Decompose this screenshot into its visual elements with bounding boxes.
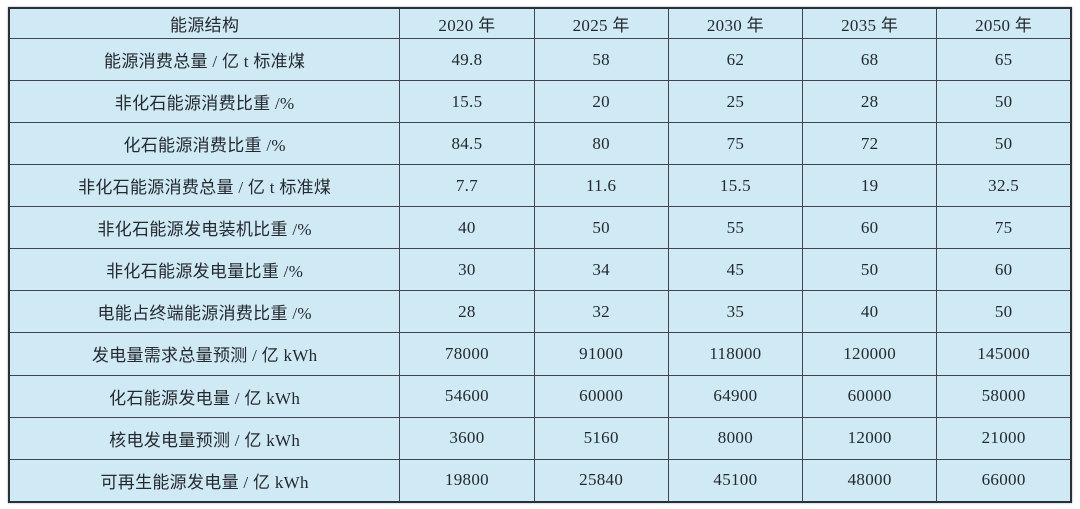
value-cell: 68 xyxy=(802,37,938,82)
value-cell: 12000 xyxy=(802,416,938,460)
value-cell: 25 xyxy=(667,80,804,124)
value-cell: 80 xyxy=(533,122,669,166)
row-label: 非化石能源发电装机比重 /% xyxy=(8,206,401,250)
row-label: 化石能源发电量 / 亿 kWh xyxy=(8,374,401,418)
row-label: 可再生能源发电量 / 亿 kWh xyxy=(8,458,401,503)
value-cell: 120000 xyxy=(802,332,938,376)
value-cell: 40 xyxy=(399,206,535,250)
value-cell: 40 xyxy=(802,290,938,334)
value-cell: 75 xyxy=(667,122,804,166)
value-cell: 34 xyxy=(533,248,669,292)
year-header: 2025 年 xyxy=(533,7,669,39)
table-row: 非化石能源发电装机比重 /% 40 50 55 60 75 xyxy=(8,206,1072,250)
value-cell: 60000 xyxy=(802,374,938,418)
value-cell: 58000 xyxy=(936,374,1072,418)
row-label: 非化石能源消费比重 /% xyxy=(8,80,401,124)
value-cell: 15.5 xyxy=(399,80,535,124)
value-cell: 72 xyxy=(802,122,938,166)
year-header: 2030 年 xyxy=(667,7,804,39)
row-label: 电能占终端能源消费比重 /% xyxy=(8,290,401,334)
value-cell: 21000 xyxy=(936,416,1072,460)
value-cell: 3600 xyxy=(399,416,535,460)
row-label: 能源消费总量 / 亿 t 标准煤 xyxy=(8,37,401,82)
year-header: 2020 年 xyxy=(399,7,535,39)
energy-structure-table: 能源结构 2020 年 2025 年 2030 年 2035 年 2050 年 能源消费… xyxy=(8,7,1072,503)
value-cell: 15.5 xyxy=(667,164,804,208)
table-head: 能源结构 2020 年 2025 年 2030 年 2035 年 2050 年 xyxy=(8,7,1072,39)
header-row: 能源结构 2020 年 2025 年 2030 年 2035 年 2050 年 xyxy=(8,7,1072,39)
table-row: 能源消费总量 / 亿 t 标准煤 49.8 58 62 68 65 xyxy=(8,37,1072,82)
table-row: 发电量需求总量预测 / 亿 kWh 78000 91000 118000 120000 1… xyxy=(8,332,1072,376)
value-cell: 91000 xyxy=(533,332,669,376)
year-header: 2035 年 xyxy=(802,7,938,39)
value-cell: 65 xyxy=(936,37,1072,82)
row-label: 非化石能源发电量比重 /% xyxy=(8,248,401,292)
value-cell: 50 xyxy=(802,248,938,292)
value-cell: 32.5 xyxy=(936,164,1072,208)
value-cell: 60000 xyxy=(533,374,669,418)
row-label: 化石能源消费比重 /% xyxy=(8,122,401,166)
table-row: 化石能源发电量 / 亿 kWh 54600 60000 64900 60000 58000 xyxy=(8,374,1072,418)
year-header: 2050 年 xyxy=(936,7,1072,39)
value-cell: 75 xyxy=(936,206,1072,250)
corner-header: 能源结构 xyxy=(8,7,401,39)
value-cell: 19 xyxy=(802,164,938,208)
value-cell: 30 xyxy=(399,248,535,292)
value-cell: 54600 xyxy=(399,374,535,418)
value-cell: 8000 xyxy=(667,416,804,460)
value-cell: 66000 xyxy=(936,458,1072,503)
value-cell: 5160 xyxy=(533,416,669,460)
value-cell: 55 xyxy=(667,206,804,250)
value-cell: 50 xyxy=(936,80,1072,124)
value-cell: 49.8 xyxy=(399,37,535,82)
value-cell: 25840 xyxy=(533,458,669,503)
value-cell: 58 xyxy=(533,37,669,82)
value-cell: 145000 xyxy=(936,332,1072,376)
value-cell: 62 xyxy=(667,37,804,82)
table-row: 非化石能源消费总量 / 亿 t 标准煤 7.7 11.6 15.5 19 32.5 xyxy=(8,164,1072,208)
table-row: 化石能源消费比重 /% 84.5 80 75 72 50 xyxy=(8,122,1072,166)
row-label: 发电量需求总量预测 / 亿 kWh xyxy=(8,332,401,376)
value-cell: 60 xyxy=(802,206,938,250)
value-cell: 64900 xyxy=(667,374,804,418)
value-cell: 19800 xyxy=(399,458,535,503)
value-cell: 7.7 xyxy=(399,164,535,208)
value-cell: 45 xyxy=(667,248,804,292)
value-cell: 50 xyxy=(533,206,669,250)
value-cell: 28 xyxy=(399,290,535,334)
table-row: 核电发电量预测 / 亿 kWh 3600 5160 8000 12000 21000 xyxy=(8,416,1072,460)
value-cell: 20 xyxy=(533,80,669,124)
value-cell: 78000 xyxy=(399,332,535,376)
value-cell: 48000 xyxy=(802,458,938,503)
table-row: 非化石能源消费比重 /% 15.5 20 25 28 50 xyxy=(8,80,1072,124)
row-label: 非化石能源消费总量 / 亿 t 标准煤 xyxy=(8,164,401,208)
value-cell: 11.6 xyxy=(533,164,669,208)
value-cell: 50 xyxy=(936,290,1072,334)
table-row: 非化石能源发电量比重 /% 30 34 45 50 60 xyxy=(8,248,1072,292)
table-row: 可再生能源发电量 / 亿 kWh 19800 25840 45100 48000 6600… xyxy=(8,458,1072,503)
row-label: 核电发电量预测 / 亿 kWh xyxy=(8,416,401,460)
value-cell: 84.5 xyxy=(399,122,535,166)
value-cell: 50 xyxy=(936,122,1072,166)
value-cell: 28 xyxy=(802,80,938,124)
value-cell: 45100 xyxy=(667,458,804,503)
value-cell: 35 xyxy=(667,290,804,334)
table-row: 电能占终端能源消费比重 /% 28 32 35 40 50 xyxy=(8,290,1072,334)
value-cell: 60 xyxy=(936,248,1072,292)
table-body: 能源消费总量 / 亿 t 标准煤 49.8 58 62 68 65 非化石能源消费比重 /%… xyxy=(8,37,1072,503)
value-cell: 118000 xyxy=(667,332,804,376)
value-cell: 32 xyxy=(533,290,669,334)
